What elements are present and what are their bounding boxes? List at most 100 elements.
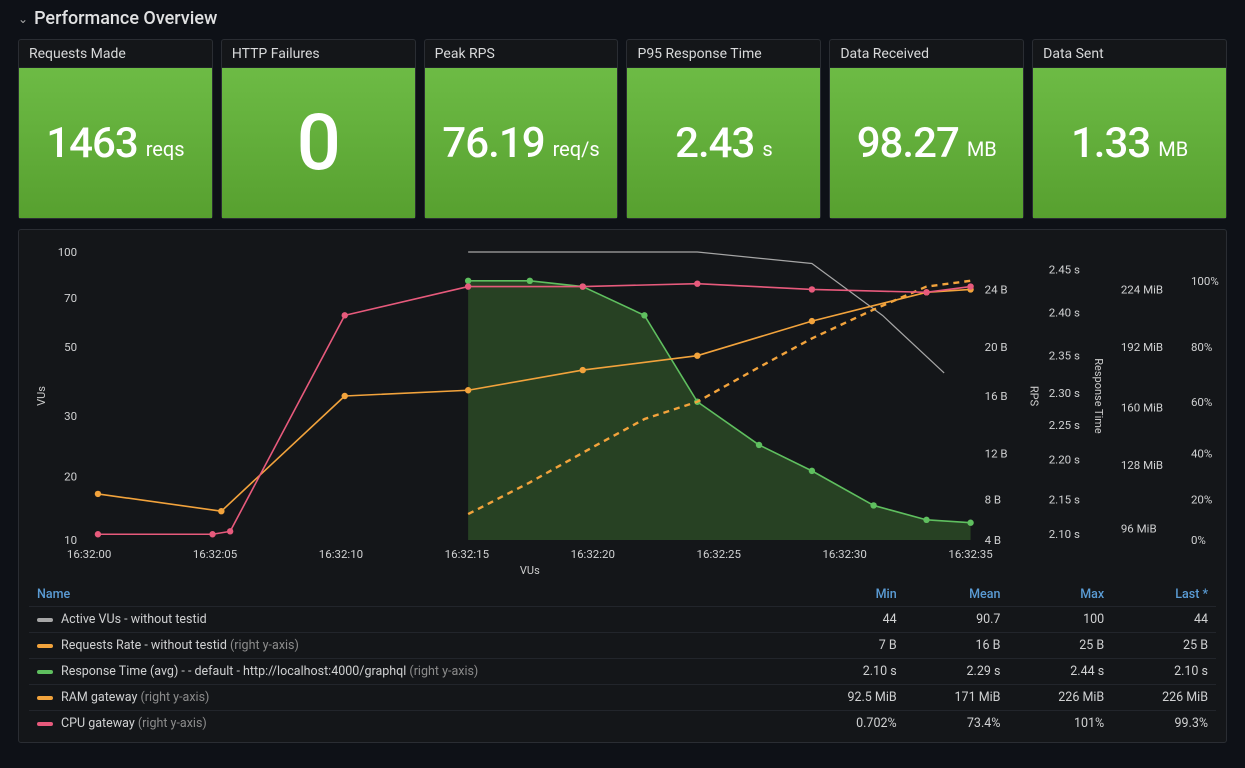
stat-card[interactable]: Data Received98.27MB [829, 39, 1024, 219]
legend-mean: 73.4% [905, 711, 1009, 737]
legend-swatch [37, 644, 53, 648]
stat-card[interactable]: Requests Made 1463 reqs [18, 39, 213, 219]
stat-unit: s [762, 137, 772, 161]
stat-value: 1.33 [1071, 119, 1150, 168]
stat-title: Peak RPS [425, 40, 618, 68]
svg-text:160 MiB: 160 MiB [1121, 401, 1163, 415]
stat-value: 2.43 [675, 119, 754, 168]
legend-row[interactable]: RAM gateway (right y-axis)92.5 MiB171 Mi… [29, 685, 1216, 711]
legend-swatch [37, 722, 53, 726]
svg-text:16:32:00: 16:32:00 [67, 547, 111, 561]
stats-row: Requests Made 1463 reqs HTTP Failures 0 Peak … [0, 39, 1245, 229]
stat-card[interactable]: Data Sent1.33MB [1032, 39, 1227, 219]
legend-mean: 171 MiB [905, 685, 1009, 711]
legend-max: 25 B [1008, 633, 1112, 659]
svg-text:12 B: 12 B [985, 447, 1008, 461]
stat-body: 2.43 s [627, 68, 820, 218]
legend-min: 44 [795, 607, 904, 633]
section-header[interactable]: ⌄ Performance Overview [0, 0, 1245, 39]
legend-last: 25 B [1112, 633, 1216, 659]
legend-label: Requests Rate - without testid (right y-… [29, 633, 795, 659]
svg-text:RPS: RPS [1028, 386, 1041, 407]
legend-last: 226 MiB [1112, 685, 1216, 711]
svg-text:16:32:20: 16:32:20 [571, 547, 615, 561]
legend-row[interactable]: Response Time (avg) - - default - http:/… [29, 659, 1216, 685]
svg-text:24 B: 24 B [985, 282, 1008, 296]
svg-text:100: 100 [58, 245, 77, 259]
svg-text:10: 10 [64, 533, 77, 547]
svg-text:80%: 80% [1191, 340, 1212, 354]
legend-header-mean[interactable]: Mean [905, 583, 1009, 607]
legend-header-max[interactable]: Max [1008, 583, 1112, 607]
svg-text:30: 30 [64, 409, 77, 423]
legend-row[interactable]: Active VUs - without testid4490.710044 [29, 607, 1216, 633]
legend-header-min[interactable]: Min [795, 583, 904, 607]
legend-min: 2.10 s [795, 659, 904, 685]
stat-title: HTTP Failures [222, 40, 415, 68]
legend-max: 226 MiB [1008, 685, 1112, 711]
svg-text:40%: 40% [1191, 447, 1212, 461]
stat-unit: MB [967, 137, 997, 161]
legend-label: RAM gateway (right y-axis) [29, 685, 795, 711]
legend-max: 100 [1008, 607, 1112, 633]
svg-text:50: 50 [64, 340, 77, 354]
legend-label: CPU gateway (right y-axis) [29, 711, 795, 737]
stat-body: 98.27 MB [830, 68, 1023, 218]
legend-row[interactable]: CPU gateway (right y-axis)0.702%73.4%101… [29, 711, 1216, 737]
legend-min: 92.5 MiB [795, 685, 904, 711]
legend-min: 7 B [795, 633, 904, 659]
svg-text:16:32:15: 16:32:15 [445, 547, 490, 561]
chart-canvas[interactable]: 100 70 50 30 20 10 VUs 16:32:00 16:32:05 16:32:10… [19, 240, 1226, 575]
legend-header-row: Name Min Mean Max Last * [29, 583, 1216, 607]
svg-text:2.45 s: 2.45 s [1049, 262, 1080, 276]
svg-text:60%: 60% [1191, 395, 1212, 409]
svg-text:70: 70 [64, 291, 77, 305]
stat-unit: MB [1158, 137, 1188, 161]
legend-swatch [37, 618, 53, 622]
stat-value: 1463 [46, 119, 137, 168]
stat-title: Requests Made [19, 40, 212, 68]
svg-text:20: 20 [64, 470, 77, 484]
svg-text:16:32:25: 16:32:25 [697, 547, 742, 561]
svg-text:16:32:30: 16:32:30 [822, 547, 866, 561]
stat-card[interactable]: HTTP Failures 0 [221, 39, 416, 219]
svg-text:2.40 s: 2.40 s [1049, 305, 1080, 319]
legend-header-last[interactable]: Last * [1112, 583, 1216, 607]
legend-swatch [37, 696, 53, 700]
svg-text:100%: 100% [1191, 274, 1219, 288]
stat-title: P95 Response Time [627, 40, 820, 68]
legend-row[interactable]: Requests Rate - without testid (right y-… [29, 633, 1216, 659]
stat-unit: req/s [553, 137, 600, 161]
stat-body: 1463 reqs [19, 68, 212, 218]
svg-text:VUs: VUs [520, 564, 540, 575]
svg-text:128 MiB: 128 MiB [1121, 458, 1163, 472]
stat-value: 0 [297, 98, 340, 189]
svg-text:192 MiB: 192 MiB [1121, 340, 1163, 354]
legend-header-name[interactable]: Name [29, 583, 795, 607]
svg-text:2.20 s: 2.20 s [1049, 452, 1080, 466]
svg-text:16:32:35: 16:32:35 [948, 547, 993, 561]
stat-card[interactable]: P95 Response Time 2.43 s [626, 39, 821, 219]
chevron-down-icon: ⌄ [18, 12, 28, 26]
svg-text:96 MiB: 96 MiB [1121, 521, 1157, 535]
svg-text:2.35 s: 2.35 s [1049, 349, 1080, 363]
legend-last: 99.3% [1112, 711, 1216, 737]
svg-text:2.25 s: 2.25 s [1049, 418, 1080, 432]
legend-mean: 90.7 [905, 607, 1009, 633]
svg-text:2.30 s: 2.30 s [1049, 386, 1080, 400]
svg-text:16:32:10: 16:32:10 [319, 547, 363, 561]
legend-max: 101% [1008, 711, 1112, 737]
stat-value: 98.27 [857, 119, 959, 168]
svg-text:16:32:05: 16:32:05 [193, 547, 238, 561]
legend-min: 0.702% [795, 711, 904, 737]
legend-last: 2.10 s [1112, 659, 1216, 685]
svg-text:20 B: 20 B [985, 340, 1008, 354]
legend-mean: 16 B [905, 633, 1009, 659]
svg-text:16 B: 16 B [985, 389, 1008, 403]
svg-text:2.15 s: 2.15 s [1049, 493, 1080, 507]
stat-card[interactable]: Peak RPS76.19req/s [424, 39, 619, 219]
legend-label: Active VUs - without testid [29, 607, 795, 633]
stat-unit: reqs [146, 137, 185, 161]
svg-text:8 B: 8 B [985, 493, 1001, 507]
chart-panel: 100 70 50 30 20 10 VUs 16:32:00 16:32:05 16:32:10… [18, 229, 1227, 743]
